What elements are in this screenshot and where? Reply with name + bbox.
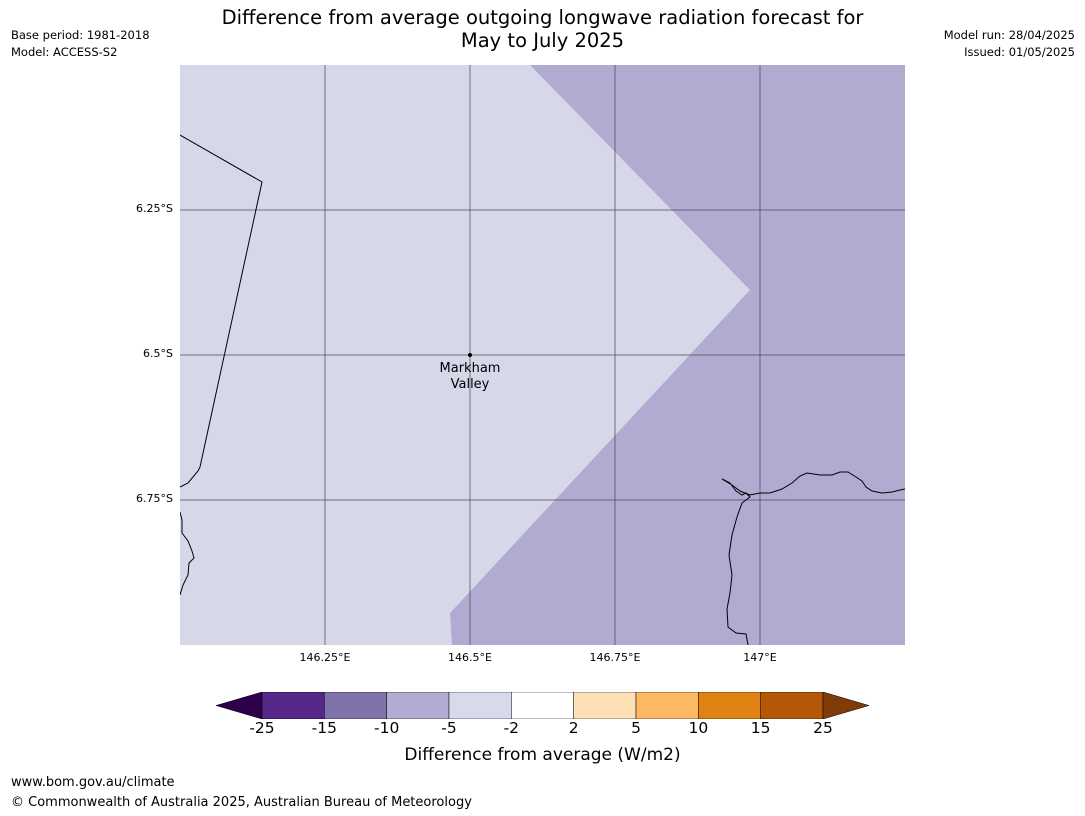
colorbar-segment [324, 692, 387, 719]
base-period: Base period: 1981-2018 [11, 28, 150, 42]
model-run: Model run: 28/04/2025 [943, 28, 1075, 42]
colorbar-segment [448, 692, 512, 719]
model-name: Model: ACCESS-S2 [11, 45, 118, 59]
colorbar [216, 692, 869, 719]
lon-label-146-25: 146.25°E [299, 651, 351, 664]
border-line [180, 134, 263, 488]
colorbar-segment [698, 692, 761, 719]
colorbar-segment [386, 692, 450, 719]
colorbar-tick-label: 5 [631, 719, 641, 737]
colorbar-segment [635, 692, 699, 719]
colorbar-tick-label: 15 [750, 719, 771, 737]
lon-label-147: 147°E [743, 651, 777, 664]
colorbar-extend-low [216, 692, 263, 719]
lon-label-146-75: 146.75°E [589, 651, 641, 664]
colorbar-tick-label: -25 [249, 719, 275, 737]
colorbar-tick-label: -5 [441, 719, 457, 737]
colorbar-segment [573, 692, 637, 719]
colorbar-tick-label: -10 [373, 719, 400, 737]
colorbar-segment [261, 692, 325, 719]
place-label-line-1: Markham [440, 361, 501, 376]
colorbar-tick-label: 10 [688, 719, 709, 737]
colorbar-tick-label: 2 [568, 719, 579, 737]
colorbar-tick-label: -2 [503, 719, 520, 737]
footer-copyright: © Commonwealth of Australia 2025, Austra… [11, 795, 472, 810]
header-meta-right: Model run: 28/04/2025 Issued: 01/05/2025 [944, 27, 1075, 61]
footer-url: www.bom.gov.au/climate [11, 775, 175, 790]
lon-label-146-5: 146.5°E [448, 651, 492, 664]
markham-valley-marker [468, 353, 472, 357]
title-line-1: Difference from average outgoing longwav… [221, 6, 864, 29]
lat-label-6-75: 6.75°S [136, 492, 173, 505]
coastline-east [721, 471, 905, 496]
lat-label-6-5: 6.5°S [143, 347, 173, 360]
colorbar-segment [760, 692, 824, 719]
map-title: Difference from average outgoing longwav… [180, 6, 905, 52]
colorbar-tick-label: 25 [813, 719, 833, 737]
coastline-west [180, 511, 195, 596]
colorbar-label: Difference from average (W/m2) [404, 745, 681, 765]
lat-label-6-25: 6.25°S [136, 202, 173, 215]
forecast-map: Markham Valley [180, 65, 905, 645]
colorbar-extend-high [822, 692, 869, 719]
river-east [721, 478, 751, 645]
header-meta-left: Base period: 1981-2018 Model: ACCESS-S2 [11, 27, 150, 61]
title-line-2: May to July 2025 [460, 29, 625, 52]
colorbar-tick-label: -15 [311, 719, 337, 737]
coastlines [180, 134, 905, 645]
colorbar-segment [511, 692, 574, 719]
issued-date: Issued: 01/05/2025 [964, 45, 1075, 59]
place-label-line-2: Valley [451, 377, 490, 392]
